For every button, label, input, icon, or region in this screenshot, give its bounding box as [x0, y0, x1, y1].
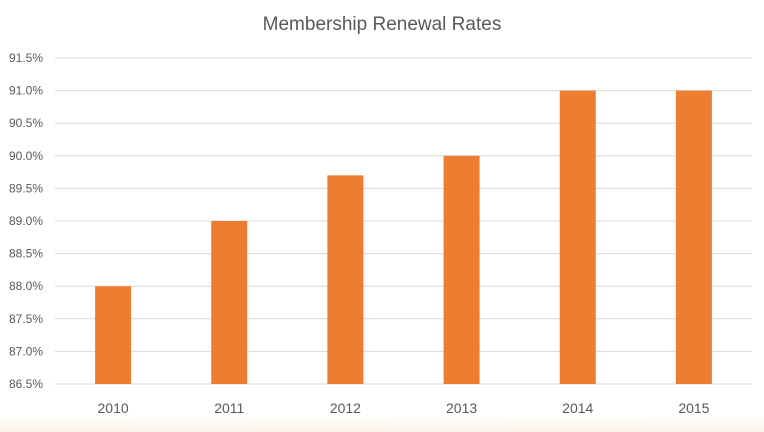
x-axis-ticks: 2010 2011 2012 2013 2014 2015 — [98, 400, 710, 416]
x-tick-label: 2012 — [330, 400, 361, 416]
x-tick-label: 2015 — [678, 400, 709, 416]
bar-2012 — [327, 175, 364, 384]
bar-2015 — [675, 90, 712, 384]
x-tick-label: 2011 — [214, 400, 244, 416]
y-tick-label: 91.5% — [9, 51, 43, 65]
bars — [95, 90, 712, 384]
gridlines — [55, 57, 752, 385]
bottom-fade — [0, 416, 764, 432]
y-tick-label: 90.5% — [9, 116, 43, 130]
y-tick-label: 90.0% — [9, 149, 43, 163]
bar-2010 — [95, 286, 132, 384]
y-tick-label: 91.0% — [9, 84, 43, 98]
x-tick-label: 2010 — [98, 400, 129, 416]
bar-2014 — [559, 90, 596, 384]
x-tick-label: 2013 — [446, 400, 477, 416]
y-tick-label: 87.5% — [9, 312, 43, 326]
chart-title: Membership Renewal Rates — [262, 14, 502, 35]
y-tick-label: 86.5% — [9, 377, 43, 391]
bar-2013 — [443, 155, 480, 384]
x-tick-label: 2014 — [562, 400, 593, 416]
y-tick-label: 89.0% — [9, 214, 43, 228]
bar-2011 — [211, 221, 248, 384]
y-tick-label: 89.5% — [9, 181, 43, 195]
y-tick-label: 88.5% — [9, 247, 43, 261]
y-axis-ticks: 86.5% 87.0% 87.5% 88.0% 88.5% 89.0% 89.5% 90.0%… — [9, 51, 43, 391]
y-tick-label: 88.0% — [9, 279, 43, 293]
y-tick-label: 87.0% — [9, 344, 43, 358]
